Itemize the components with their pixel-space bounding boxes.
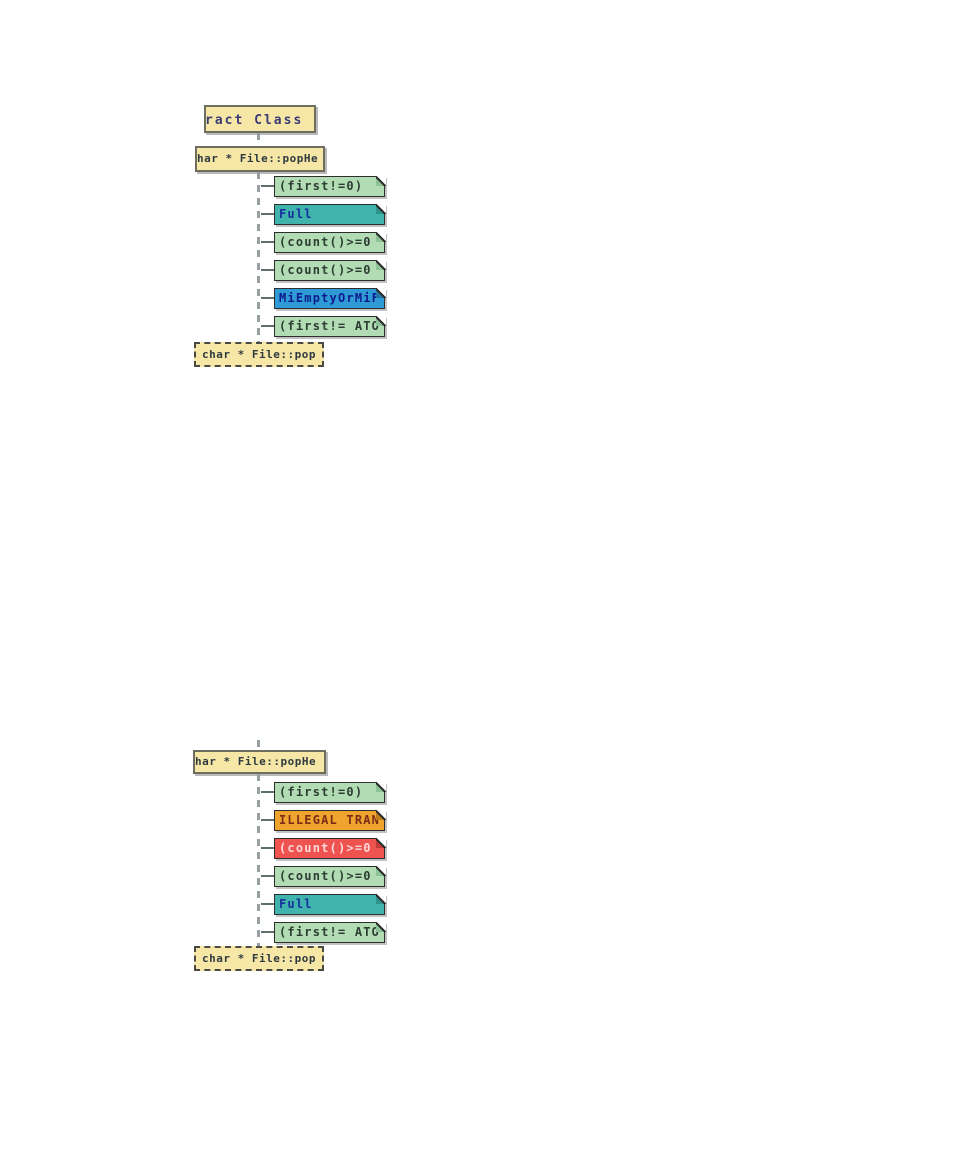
condition-note[interactable]: (first!=0) bbox=[274, 175, 386, 197]
lifeline bbox=[257, 172, 260, 343]
condition-note-label: (count()>=0 bbox=[279, 263, 372, 277]
folded-corner-icon bbox=[375, 203, 386, 214]
state-note-label: Full bbox=[279, 897, 313, 911]
class-node[interactable]: ract Class I bbox=[204, 105, 316, 133]
folded-corner-icon bbox=[375, 315, 386, 326]
folded-corner-icon bbox=[375, 865, 386, 876]
connector-tick bbox=[261, 241, 275, 243]
state-note[interactable]: Full bbox=[274, 203, 386, 225]
condition-note[interactable]: (first!= ATO bbox=[274, 921, 386, 943]
condition-note[interactable]: (first!= ATO bbox=[274, 315, 386, 337]
call-node-label: har * File::popHe bbox=[197, 152, 319, 165]
return-node-label: char * File::pop bbox=[202, 952, 316, 965]
call-node-label: har * File::popHe bbox=[195, 755, 317, 768]
condition-note-label: (count()>=0 bbox=[279, 235, 372, 249]
folded-corner-icon bbox=[375, 893, 386, 904]
lifeline-stub bbox=[257, 133, 260, 146]
return-node-label: char * File::pop bbox=[202, 348, 316, 361]
state-note[interactable]: MiEmptyOrMiF bbox=[274, 287, 386, 309]
connector-tick bbox=[261, 791, 275, 793]
state-note-label: Full bbox=[279, 207, 313, 221]
return-node[interactable]: char * File::pop bbox=[194, 342, 324, 367]
state-note-label: MiEmptyOrMiF bbox=[279, 291, 381, 305]
call-node[interactable]: har * File::popHe bbox=[195, 146, 325, 172]
state-note[interactable]: Full bbox=[274, 893, 386, 915]
connector-tick bbox=[261, 903, 275, 905]
failed-condition-note[interactable]: (count()>=0 bbox=[274, 837, 386, 859]
connector-tick bbox=[261, 931, 275, 933]
folded-corner-icon bbox=[375, 175, 386, 186]
folded-corner-icon bbox=[375, 287, 386, 298]
connector-tick bbox=[261, 325, 275, 327]
condition-note-label: (count()>=0 bbox=[279, 869, 372, 883]
lifeline bbox=[257, 774, 260, 946]
lifeline-stub bbox=[257, 740, 260, 750]
condition-note[interactable]: (first!=0) bbox=[274, 781, 386, 803]
connector-tick bbox=[261, 185, 275, 187]
condition-note[interactable]: (count()>=0 bbox=[274, 259, 386, 281]
connector-tick bbox=[261, 213, 275, 215]
connector-tick bbox=[261, 819, 275, 821]
condition-note[interactable]: (count()>=0 bbox=[274, 231, 386, 253]
illegal-transition-label: ILLEGAL TRAN bbox=[279, 813, 381, 827]
folded-corner-icon bbox=[375, 781, 386, 792]
folded-corner-icon bbox=[375, 837, 386, 848]
illegal-transition-note[interactable]: ILLEGAL TRAN bbox=[274, 809, 386, 831]
condition-note-label: (first!= ATO bbox=[279, 319, 381, 333]
folded-corner-icon bbox=[375, 809, 386, 820]
condition-note-label: (first!= ATO bbox=[279, 925, 381, 939]
condition-note[interactable]: (count()>=0 bbox=[274, 865, 386, 887]
folded-corner-icon bbox=[375, 921, 386, 932]
call-node[interactable]: har * File::popHe bbox=[193, 750, 326, 774]
class-node-label: ract Class I bbox=[205, 113, 316, 128]
connector-tick bbox=[261, 847, 275, 849]
connector-tick bbox=[261, 297, 275, 299]
connector-tick bbox=[261, 269, 275, 271]
condition-note-label: (first!=0) bbox=[279, 785, 364, 799]
return-node[interactable]: char * File::pop bbox=[194, 946, 324, 971]
connector-tick bbox=[261, 875, 275, 877]
folded-corner-icon bbox=[375, 231, 386, 242]
failed-condition-label: (count()>=0 bbox=[279, 841, 372, 855]
folded-corner-icon bbox=[375, 259, 386, 270]
condition-note-label: (first!=0) bbox=[279, 179, 364, 193]
